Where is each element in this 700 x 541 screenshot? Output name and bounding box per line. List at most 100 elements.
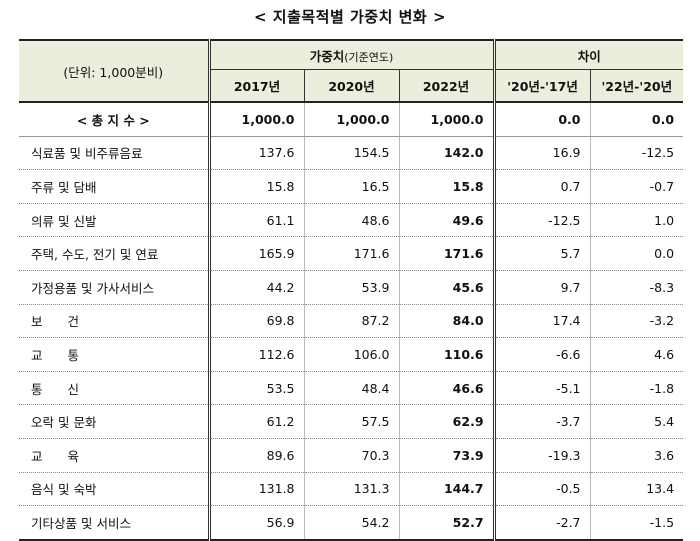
value-2020: 106.0 [304,337,400,372]
row-name: 통 신 [19,371,211,406]
diff-22-20: 13.4 [590,472,684,507]
year-header-2020: 2020년 [304,69,400,102]
value-2017: 131.8 [209,472,305,507]
diff-header-20-17: '20년-'17년 [494,69,591,102]
diff-20-17: -0.5 [494,472,591,507]
value-2017: 165.9 [209,236,305,271]
value-2017: 137.6 [209,136,305,171]
diff-22-20: 5.4 [590,404,684,439]
weight-header-sub: (기준연도) [344,50,394,64]
value-2017: 69.8 [209,304,305,339]
row-name: 주류 및 담배 [19,169,211,204]
diff-20-17: 9.7 [494,270,591,305]
diff-22-20: -8.3 [590,270,684,305]
value-2020: 87.2 [304,304,400,339]
row-name: 의류 및 신발 [19,203,211,238]
value-2022: 62.9 [399,404,496,439]
diff-20-17: 0.7 [494,169,591,204]
value-2022: 73.9 [399,438,496,473]
row-name: 보 건 [19,304,211,339]
value-2020: 16.5 [304,169,400,204]
weight-table: (단위: 1,000분비) 가중치(기준연도) 차이 2017년 2020년 2… [19,39,684,541]
diff-22-20: 3.6 [590,438,684,473]
diff-20-17: -19.3 [494,438,591,473]
value-2022: 1,000.0 [399,100,496,137]
table-row: 식료품 및 비주류음료 137.6 154.5 142.0 16.9 -12.5 [19,136,684,171]
value-2020: 48.4 [304,371,400,406]
row-name: 교 육 [19,438,211,473]
table-title: < 지출목적별 가중치 변화 > [253,8,447,26]
year-header-2022: 2022년 [399,69,496,102]
diff-header-22-20: '22년-'20년 [590,69,684,102]
diff-22-20: -0.7 [590,169,684,204]
weight-header-main: 가중치 [309,48,345,64]
diff-22-20: -3.2 [590,304,684,339]
row-name: 오락 및 문화 [19,404,211,439]
unit-header: (단위: 1,000분비) [19,39,211,102]
value-2017: 53.5 [209,371,305,406]
diff-20-17: -2.7 [494,505,591,541]
diff-header: 차이 [494,39,684,70]
value-2017: 89.6 [209,438,305,473]
diff-22-20: 4.6 [590,337,684,372]
table-row: 기타상품 및 서비스 56.9 54.2 52.7 -2.7 -1.5 [19,505,684,541]
value-2017: 112.6 [209,337,305,372]
row-name: 기타상품 및 서비스 [19,505,211,541]
value-2020: 1,000.0 [304,100,400,137]
diff-20-17: 0.0 [494,100,591,137]
value-2017: 61.1 [209,203,305,238]
value-2022: 46.6 [399,371,496,406]
diff-22-20: -1.5 [590,505,684,541]
value-2020: 131.3 [304,472,400,507]
diff-22-20: 1.0 [590,203,684,238]
value-2017: 56.9 [209,505,305,541]
diff-20-17: -12.5 [494,203,591,238]
table-row: 주류 및 담배 15.8 16.5 15.8 0.7 -0.7 [19,169,684,204]
value-2017: 44.2 [209,270,305,305]
table-row: 보 건 69.8 87.2 84.0 17.4 -3.2 [19,304,684,339]
diff-20-17: 17.4 [494,304,591,339]
value-2022: 15.8 [399,169,496,204]
table-row: 교 육 89.6 70.3 73.9 -19.3 3.6 [19,438,684,473]
header-row-2: 2017년 2020년 2022년 '20년-'17년 '22년-'20년 [19,69,684,102]
value-2020: 57.5 [304,404,400,439]
value-2022: 45.6 [399,270,496,305]
value-2020: 70.3 [304,438,400,473]
table-row: 가정용품 및 가사서비스 44.2 53.9 45.6 9.7 -8.3 [19,270,684,305]
diff-20-17: -5.1 [494,371,591,406]
header-row-1: (단위: 1,000분비) 가중치(기준연도) 차이 [19,39,684,102]
table-row: 주택, 수도, 전기 및 연료 165.9 171.6 171.6 5.7 0.0 [19,236,684,271]
value-2022: 52.7 [399,505,496,541]
diff-20-17: -3.7 [494,404,591,439]
table-row: 교 통 112.6 106.0 110.6 -6.6 4.6 [19,337,684,372]
value-2020: 53.9 [304,270,400,305]
row-name: 음식 및 숙박 [19,472,211,507]
diff-20-17: 5.7 [494,236,591,271]
table-row: 통 신 53.5 48.4 46.6 -5.1 -1.8 [19,371,684,406]
row-name: 교 통 [19,337,211,372]
weight-header: 가중치(기준연도) [209,39,496,70]
diff-20-17: -6.6 [494,337,591,372]
value-2022: 84.0 [399,304,496,339]
diff-22-20: 0.0 [590,100,684,137]
value-2017: 15.8 [209,169,305,204]
value-2022: 142.0 [399,136,496,171]
value-2017: 1,000.0 [209,100,305,137]
row-name: 가정용품 및 가사서비스 [19,270,211,305]
year-header-2017: 2017년 [209,69,305,102]
value-2020: 171.6 [304,236,400,271]
value-2020: 48.6 [304,203,400,238]
table-row: 음식 및 숙박 131.8 131.3 144.7 -0.5 13.4 [19,472,684,507]
row-name: 식료품 및 비주류음료 [19,136,211,171]
table-body: < 총 지 수 >1,000.0 1,000.0 1,000.0 0.0 0.0 식료품 … [19,100,684,541]
value-2022: 110.6 [399,337,496,372]
diff-22-20: 0.0 [590,236,684,271]
diff-22-20: -12.5 [590,136,684,171]
value-2017: 61.2 [209,404,305,439]
value-2020: 54.2 [304,505,400,541]
value-2022: 49.6 [399,203,496,238]
table-row: 의류 및 신발 61.1 48.6 49.6 -12.5 1.0 [19,203,684,238]
value-2020: 154.5 [304,136,400,171]
table-row: < 총 지 수 >1,000.0 1,000.0 1,000.0 0.0 0.0 [19,100,684,137]
